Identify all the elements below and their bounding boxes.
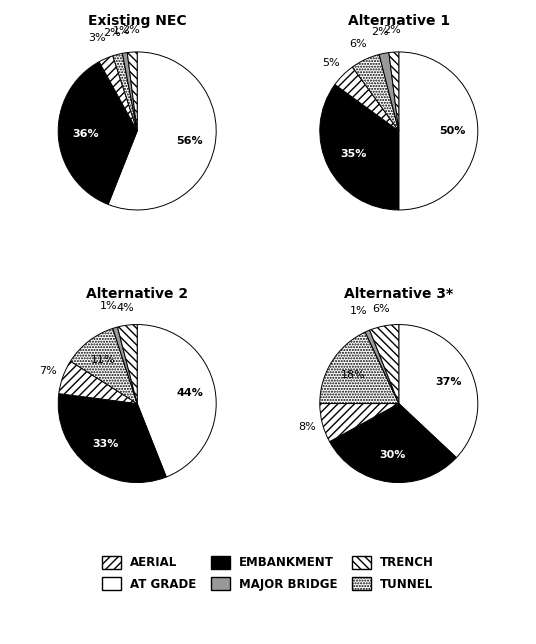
Text: 30%: 30%	[379, 450, 406, 460]
Wedge shape	[58, 393, 166, 482]
Wedge shape	[137, 325, 216, 477]
Wedge shape	[335, 67, 399, 131]
Wedge shape	[108, 52, 216, 210]
Text: 36%: 36%	[72, 129, 99, 139]
Wedge shape	[320, 404, 399, 442]
Text: 44%: 44%	[176, 388, 203, 399]
Wedge shape	[399, 52, 478, 210]
Text: 35%: 35%	[340, 149, 366, 159]
Wedge shape	[379, 53, 399, 131]
Wedge shape	[113, 53, 137, 131]
Wedge shape	[320, 84, 399, 210]
Wedge shape	[99, 56, 137, 131]
Text: 37%: 37%	[435, 377, 461, 387]
Text: 4%: 4%	[116, 303, 134, 313]
Title: Alternative 3*: Alternative 3*	[344, 287, 453, 301]
Text: 7%: 7%	[39, 366, 57, 377]
Text: 2%: 2%	[384, 25, 401, 35]
Text: 50%: 50%	[440, 126, 466, 136]
Wedge shape	[320, 332, 399, 404]
Wedge shape	[122, 53, 137, 131]
Wedge shape	[113, 327, 137, 404]
Text: 2%: 2%	[103, 28, 121, 38]
Text: 2%: 2%	[122, 25, 140, 35]
Text: 8%: 8%	[298, 422, 316, 432]
Text: 3%: 3%	[88, 33, 106, 43]
Wedge shape	[127, 52, 137, 131]
Wedge shape	[389, 52, 399, 131]
Text: 6%: 6%	[372, 304, 390, 314]
Text: 5%: 5%	[322, 58, 339, 68]
Text: 11%: 11%	[91, 355, 116, 365]
Text: 1%: 1%	[113, 26, 130, 36]
Wedge shape	[399, 325, 478, 458]
Text: 56%: 56%	[177, 136, 203, 146]
Title: Alternative 2: Alternative 2	[86, 287, 188, 301]
Title: Alternative 1: Alternative 1	[348, 14, 450, 28]
Text: 33%: 33%	[93, 439, 119, 449]
Wedge shape	[117, 325, 137, 404]
Wedge shape	[370, 325, 399, 404]
Wedge shape	[59, 361, 137, 404]
Legend: AERIAL, AT GRADE, EMBANKMENT, MAJOR BRIDGE, TRENCH, TUNNEL: AERIAL, AT GRADE, EMBANKMENT, MAJOR BRID…	[98, 551, 438, 596]
Wedge shape	[365, 330, 399, 404]
Text: 2%: 2%	[371, 26, 389, 37]
Text: 1%: 1%	[100, 301, 118, 312]
Wedge shape	[330, 404, 456, 482]
Wedge shape	[58, 62, 137, 204]
Title: Existing NEC: Existing NEC	[88, 14, 187, 28]
Text: 18%: 18%	[341, 370, 366, 380]
Text: 6%: 6%	[349, 39, 367, 49]
Text: 1%: 1%	[350, 306, 368, 316]
Wedge shape	[70, 328, 137, 404]
Wedge shape	[352, 55, 399, 131]
